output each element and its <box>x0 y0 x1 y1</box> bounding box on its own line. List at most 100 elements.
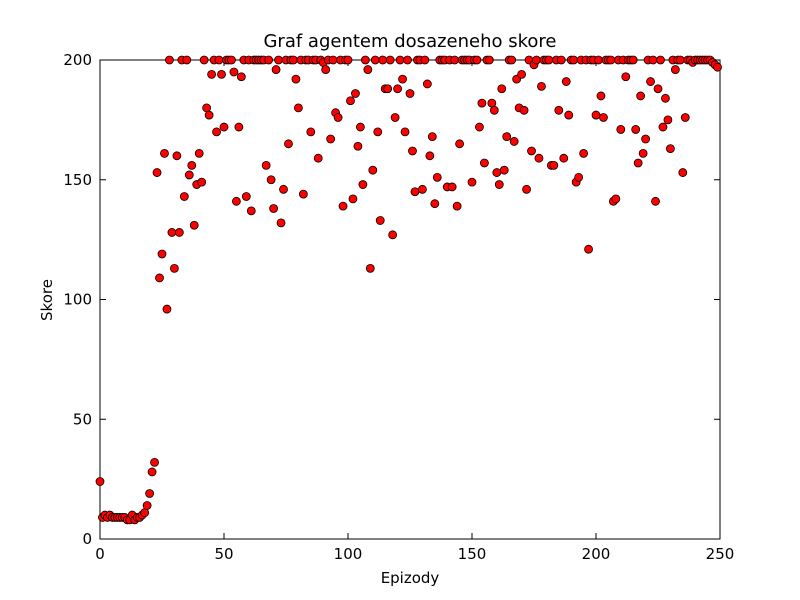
point <box>427 132 437 142</box>
point <box>346 96 355 106</box>
point <box>638 149 648 158</box>
point <box>631 125 641 134</box>
y-tick-label: 150 <box>63 171 92 189</box>
point <box>680 113 690 122</box>
point <box>204 110 214 120</box>
point <box>229 67 239 77</box>
point <box>266 175 276 185</box>
point <box>556 55 566 65</box>
point <box>276 218 286 228</box>
point <box>663 115 673 125</box>
point <box>261 160 271 170</box>
point <box>150 457 159 467</box>
point <box>385 55 395 65</box>
point <box>174 228 184 237</box>
point <box>479 158 489 168</box>
point <box>343 55 353 65</box>
point <box>661 93 670 103</box>
point <box>355 122 365 132</box>
point <box>502 132 512 142</box>
point <box>527 146 536 156</box>
y-tick-label: 100 <box>63 291 92 309</box>
point <box>194 149 204 158</box>
point <box>172 151 182 161</box>
point <box>641 134 650 144</box>
point <box>326 134 336 144</box>
point <box>184 170 194 180</box>
point <box>494 180 504 189</box>
point <box>167 228 177 237</box>
point <box>658 122 668 132</box>
point <box>162 304 172 314</box>
point <box>360 55 370 65</box>
point <box>378 55 388 65</box>
point <box>370 55 380 65</box>
point <box>450 55 460 65</box>
point <box>333 113 343 122</box>
point <box>477 98 487 108</box>
point <box>492 168 502 177</box>
point <box>544 55 554 65</box>
point <box>348 194 358 204</box>
point <box>611 194 621 204</box>
point <box>425 151 435 161</box>
point <box>313 153 323 163</box>
chart-title: Graf agentem dosazeneho skore <box>263 31 556 52</box>
point <box>145 489 155 498</box>
point <box>422 79 432 89</box>
point <box>633 158 643 168</box>
point <box>656 55 665 65</box>
point <box>182 55 192 65</box>
point <box>142 501 152 510</box>
point <box>375 216 385 225</box>
point <box>365 263 375 273</box>
point <box>155 273 164 283</box>
point <box>678 168 688 177</box>
point <box>408 146 417 156</box>
point <box>621 72 631 82</box>
point <box>298 189 308 199</box>
point <box>455 139 465 149</box>
point <box>467 177 477 187</box>
point <box>475 122 484 132</box>
point <box>417 184 427 194</box>
point <box>274 55 283 65</box>
point <box>574 172 584 182</box>
point <box>447 182 457 192</box>
point <box>569 55 579 65</box>
point <box>227 55 236 65</box>
point <box>400 127 410 137</box>
point <box>452 201 462 211</box>
point <box>497 84 507 94</box>
point <box>594 55 603 65</box>
point <box>289 55 298 65</box>
point <box>373 127 383 137</box>
point <box>395 55 405 65</box>
point <box>199 55 209 65</box>
point <box>599 113 608 122</box>
point <box>207 69 217 79</box>
point <box>321 65 331 74</box>
point <box>358 180 368 189</box>
point <box>236 72 246 82</box>
point <box>509 137 519 146</box>
point <box>231 196 241 206</box>
point <box>293 103 303 113</box>
point <box>522 184 531 194</box>
point <box>160 149 169 158</box>
point <box>189 220 199 230</box>
point <box>410 187 420 197</box>
point <box>430 199 440 209</box>
point <box>217 69 226 79</box>
point <box>653 84 663 94</box>
x-tick-label: 100 <box>334 545 363 563</box>
point <box>591 110 601 120</box>
point <box>165 55 174 65</box>
point <box>388 230 398 240</box>
point <box>648 55 658 65</box>
point <box>269 204 279 213</box>
point <box>432 172 442 182</box>
point <box>147 467 157 477</box>
x-tick-label: 200 <box>582 545 611 563</box>
